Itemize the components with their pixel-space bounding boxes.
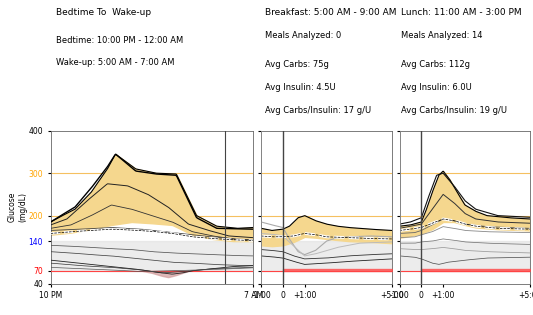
Text: Meals Analyzed: 0: Meals Analyzed: 0 <box>265 32 342 41</box>
Text: Avg Insulin: 6.0U: Avg Insulin: 6.0U <box>400 83 471 92</box>
Text: Avg Carbs: 112g: Avg Carbs: 112g <box>400 60 470 69</box>
Text: Breakfast: 5:00 AM - 9:00 AM: Breakfast: 5:00 AM - 9:00 AM <box>265 8 397 17</box>
Bar <box>261 241 392 271</box>
Text: Avg Carbs/Insulin: 19 g/U: Avg Carbs/Insulin: 19 g/U <box>400 106 506 115</box>
Bar <box>400 241 530 271</box>
Text: Lunch: 11:00 AM - 3:00 PM: Lunch: 11:00 AM - 3:00 PM <box>400 8 521 17</box>
Text: Meals Analyzed: 14: Meals Analyzed: 14 <box>400 32 482 41</box>
Text: Wake-up: 5:00 AM - 7:00 AM: Wake-up: 5:00 AM - 7:00 AM <box>56 58 174 67</box>
Text: Avg Insulin: 4.5U: Avg Insulin: 4.5U <box>265 83 336 92</box>
Text: Bedtime: 10:00 PM - 12:00 AM: Bedtime: 10:00 PM - 12:00 AM <box>56 36 183 45</box>
Text: Avg Carbs: 75g: Avg Carbs: 75g <box>265 60 329 69</box>
Text: Avg Carbs/Insulin: 17 g/U: Avg Carbs/Insulin: 17 g/U <box>265 106 372 115</box>
Bar <box>51 241 253 271</box>
Y-axis label: Glucose
(mg/dL): Glucose (mg/dL) <box>7 192 27 222</box>
Text: Bedtime To  Wake-up: Bedtime To Wake-up <box>56 8 151 17</box>
